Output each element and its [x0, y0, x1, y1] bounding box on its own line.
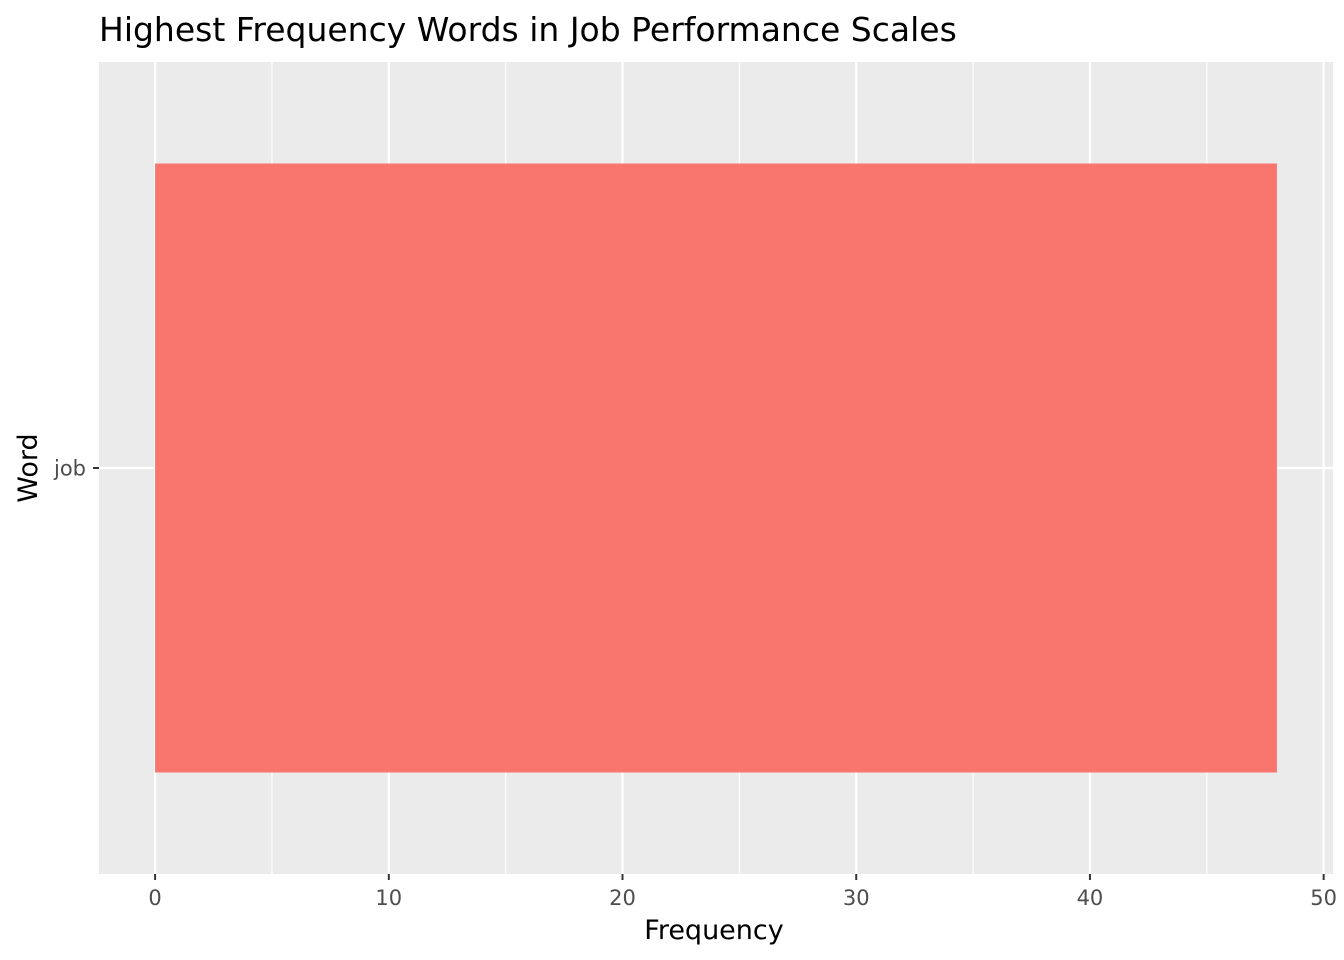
x-tick-label: 0 [148, 886, 161, 910]
x-tick-label: 20 [609, 886, 636, 910]
x-tick-label: 10 [375, 886, 402, 910]
bars [155, 163, 1277, 773]
y-axis-title: Word [13, 433, 44, 502]
x-tick-label: 30 [843, 886, 870, 910]
bar-job [155, 163, 1277, 773]
x-axis-ticks: 0 10 20 30 40 50 [148, 874, 1337, 910]
y-tick-label: job [53, 457, 86, 481]
y-axis-ticks: job [53, 457, 99, 481]
x-tick-label: 50 [1310, 886, 1337, 910]
x-axis-title: Frequency [644, 915, 784, 946]
chart-title: Highest Frequency Words in Job Performan… [99, 10, 957, 49]
x-tick-label: 40 [1077, 886, 1104, 910]
